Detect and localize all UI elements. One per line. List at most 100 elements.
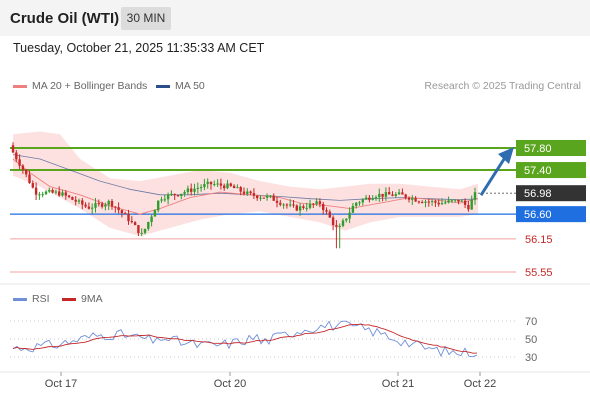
ma20-line bbox=[12, 158, 479, 215]
candle bbox=[11, 142, 15, 154]
candle-body bbox=[114, 206, 117, 208]
candle bbox=[173, 193, 176, 200]
instrument-title: Crude Oil (WTI) bbox=[10, 10, 120, 27]
candle bbox=[229, 182, 232, 187]
candle-body bbox=[421, 202, 424, 203]
candle-body bbox=[351, 205, 355, 213]
forecast-arrow-shaft bbox=[479, 155, 508, 196]
candle bbox=[256, 194, 259, 201]
rsi-ma-label: 9MA bbox=[81, 293, 103, 305]
candle-body bbox=[28, 174, 31, 183]
candle-body bbox=[147, 222, 150, 229]
candle-body bbox=[249, 191, 252, 194]
candle-body bbox=[355, 202, 358, 206]
candle-body bbox=[265, 195, 269, 198]
candle bbox=[460, 199, 463, 202]
candle bbox=[61, 189, 64, 197]
candle-body bbox=[305, 207, 308, 209]
timestamp: Tuesday, October 21, 2025 11:35:33 AM CE… bbox=[13, 41, 265, 55]
candle-body bbox=[289, 204, 292, 206]
candle-body bbox=[331, 217, 335, 226]
candle-body bbox=[120, 210, 124, 214]
candle bbox=[325, 207, 328, 215]
rsi-ma-swatch bbox=[62, 297, 76, 301]
rsi-ma-line bbox=[12, 323, 478, 354]
candle-body bbox=[467, 204, 470, 210]
candle bbox=[381, 193, 384, 202]
candle bbox=[213, 180, 216, 187]
candle-body bbox=[15, 152, 18, 160]
interval-button[interactable]: 30 MIN bbox=[121, 7, 171, 30]
candle-body bbox=[242, 191, 246, 194]
candle bbox=[404, 193, 407, 200]
candle bbox=[259, 195, 262, 201]
candle bbox=[107, 199, 110, 210]
candle-body bbox=[54, 191, 58, 193]
candle-body bbox=[216, 183, 219, 185]
candle bbox=[114, 206, 117, 213]
candle bbox=[117, 202, 120, 214]
candles bbox=[11, 142, 477, 249]
candle bbox=[312, 203, 315, 208]
candle bbox=[434, 199, 437, 207]
candle bbox=[394, 192, 397, 198]
candle bbox=[94, 198, 97, 213]
candle-body bbox=[384, 192, 388, 197]
candle-body bbox=[232, 185, 236, 189]
candle bbox=[345, 218, 348, 223]
time-tick-label: Oct 17 bbox=[45, 378, 77, 390]
candle bbox=[335, 220, 338, 249]
candle bbox=[110, 199, 114, 210]
candle bbox=[388, 187, 391, 195]
candle bbox=[364, 194, 368, 200]
candle bbox=[315, 198, 318, 206]
rsi-tick-label: 30 bbox=[525, 352, 537, 364]
candle bbox=[444, 200, 447, 205]
candle bbox=[193, 183, 196, 196]
candle-body bbox=[437, 202, 440, 205]
candle bbox=[322, 201, 325, 215]
candle bbox=[48, 187, 51, 193]
candle bbox=[216, 179, 219, 187]
candle-body bbox=[107, 201, 110, 205]
candle-body bbox=[447, 200, 450, 203]
candle bbox=[143, 228, 147, 235]
pivot-label: 56.60 bbox=[524, 209, 552, 221]
time-tick-label: Oct 20 bbox=[214, 378, 246, 390]
candle-body bbox=[315, 201, 318, 205]
candle-body bbox=[341, 220, 345, 226]
candle-body bbox=[302, 206, 305, 208]
pivot-tag bbox=[516, 206, 586, 223]
candle bbox=[282, 203, 285, 209]
candle-body bbox=[176, 195, 180, 197]
candle bbox=[358, 201, 361, 206]
candle bbox=[262, 197, 265, 199]
candle bbox=[44, 190, 48, 196]
candle bbox=[71, 196, 74, 201]
key-levels bbox=[10, 147, 516, 273]
candle-body bbox=[11, 145, 15, 153]
candle-body bbox=[262, 197, 265, 199]
candle bbox=[130, 216, 133, 224]
candle-body bbox=[51, 190, 54, 193]
candle bbox=[81, 198, 84, 210]
candle-body bbox=[335, 225, 338, 227]
candle-body bbox=[318, 201, 322, 204]
candle bbox=[374, 195, 378, 201]
candle-body bbox=[473, 192, 477, 200]
rsi-panel: 70 50 30 bbox=[10, 316, 537, 364]
candle-body bbox=[67, 195, 71, 197]
forecast-arrow-head bbox=[498, 147, 514, 164]
time-tick-label: Oct 21 bbox=[382, 378, 414, 390]
candle bbox=[166, 192, 170, 205]
candle bbox=[338, 223, 341, 249]
ma20-swatch bbox=[13, 84, 27, 88]
candle bbox=[170, 190, 173, 196]
candle-body bbox=[463, 200, 467, 205]
candle-body bbox=[21, 165, 25, 170]
candle bbox=[414, 196, 417, 202]
candle-body bbox=[427, 201, 430, 203]
candle bbox=[457, 199, 460, 205]
candle bbox=[15, 150, 18, 163]
candle-body bbox=[94, 203, 97, 208]
